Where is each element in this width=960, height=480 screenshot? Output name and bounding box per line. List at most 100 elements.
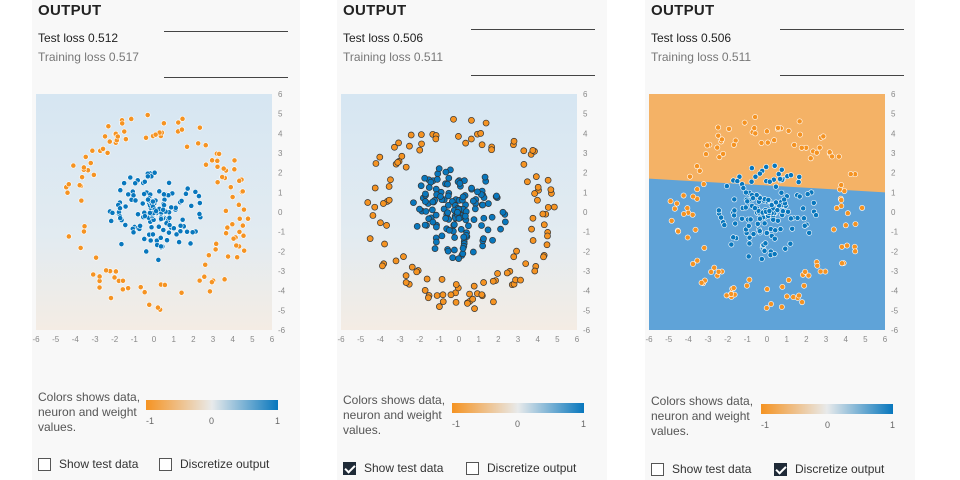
data-point: [468, 116, 475, 124]
data-point: [673, 200, 680, 207]
y-tick-label: 0: [278, 208, 283, 217]
x-tick-label: 6: [270, 335, 275, 344]
test-loss-sparkline: [471, 29, 595, 30]
y-tick-label: -2: [891, 247, 899, 256]
show-test-data-toggle[interactable]: Show test data: [651, 462, 751, 476]
discretize-output-toggle[interactable]: Discretize output: [774, 462, 884, 476]
color-scale-bar: [761, 404, 893, 414]
data-point: [377, 219, 384, 227]
data-point: [445, 174, 453, 182]
data-point: [478, 222, 485, 229]
data-point: [164, 237, 170, 244]
data-point: [202, 261, 209, 268]
y-tick-label: 3: [583, 149, 588, 158]
data-point: [122, 222, 129, 228]
data-point: [771, 251, 778, 257]
color-scale-min: -1: [452, 419, 461, 429]
data-point: [117, 205, 123, 212]
y-tick-label: -3: [583, 267, 591, 276]
x-tick-label: 5: [250, 335, 255, 344]
data-point: [196, 124, 203, 131]
test-loss: Test loss 0.506: [651, 31, 732, 45]
show-test-data-toggle[interactable]: Show test data: [343, 461, 443, 475]
discretize-output-checkbox[interactable]: [774, 462, 787, 476]
data-point: [455, 133, 462, 140]
data-point: [481, 173, 489, 181]
data-point: [692, 226, 699, 233]
x-tick-label: 0: [765, 335, 770, 344]
data-point: [202, 142, 209, 149]
data-point: [797, 131, 803, 138]
show-test-data-checkbox[interactable]: [651, 462, 664, 476]
data-point: [813, 149, 820, 156]
data-point: [807, 155, 814, 162]
data-point: [720, 150, 726, 157]
data-point: [117, 187, 124, 194]
data-point: [745, 223, 752, 229]
data-point: [543, 241, 551, 249]
y-tick-label: 4: [583, 129, 588, 138]
data-point: [432, 135, 440, 143]
x-tick-label: -1: [744, 335, 752, 344]
data-point: [187, 240, 194, 247]
data-point: [223, 230, 229, 237]
data-point: [829, 153, 835, 160]
decision-boundary-chart: -6 -5 -4 -3 -2 -1 0 1 2 3 4 5 6 6 5 4 3 2 1 0 -1 -2 -3 -4 -5 -6: [645, 90, 899, 344]
show-test-data-checkbox[interactable]: [38, 457, 51, 471]
data-point: [65, 181, 72, 188]
data-point: [465, 222, 472, 230]
data-point: [731, 207, 738, 214]
data-point: [184, 228, 190, 235]
data-point: [772, 183, 779, 190]
data-point: [150, 198, 156, 205]
data-point: [425, 184, 433, 191]
data-point: [497, 225, 504, 233]
data-point: [402, 163, 410, 171]
data-point: [479, 201, 487, 209]
data-point: [90, 172, 97, 178]
data-point: [802, 268, 808, 275]
data-point: [143, 134, 149, 141]
y-tick-label: -3: [891, 267, 899, 276]
data-point: [122, 203, 129, 210]
data-point: [723, 183, 730, 189]
data-point: [456, 179, 464, 187]
x-tick-label: 4: [230, 335, 235, 344]
x-tick-label: -1: [131, 335, 139, 344]
show-test-data-toggle[interactable]: Show test data: [38, 457, 138, 471]
data-point: [752, 205, 758, 211]
data-point: [798, 144, 805, 151]
data-point: [799, 299, 805, 306]
data-point: [513, 247, 520, 255]
data-point: [455, 215, 463, 222]
data-point: [130, 229, 137, 236]
data-point: [494, 270, 501, 277]
discretize-output-toggle[interactable]: Discretize output: [466, 461, 576, 475]
data-point: [222, 207, 229, 214]
data-point: [148, 224, 155, 231]
data-point: [779, 208, 786, 215]
data-point: [778, 166, 785, 173]
data-point: [813, 212, 819, 219]
y-tick-label: -1: [891, 228, 899, 237]
data-point: [468, 135, 475, 143]
data-point: [777, 176, 783, 182]
discretize-output-checkbox[interactable]: [159, 457, 172, 471]
data-point: [451, 234, 458, 241]
data-point: [450, 221, 458, 228]
data-point: [93, 254, 99, 261]
data-point: [240, 232, 247, 239]
data-point: [732, 220, 739, 227]
data-point: [787, 240, 794, 247]
y-tick-label: 0: [583, 208, 588, 217]
data-point: [150, 231, 156, 238]
x-tick-label: -5: [357, 335, 365, 344]
data-point: [398, 152, 406, 160]
data-point: [195, 140, 202, 147]
data-point: [166, 222, 173, 229]
discretize-output-checkbox[interactable]: [466, 461, 479, 475]
x-tick-label: -3: [91, 335, 99, 344]
data-point: [413, 268, 421, 276]
discretize-output-toggle[interactable]: Discretize output: [159, 457, 269, 471]
show-test-data-checkbox[interactable]: [343, 461, 356, 475]
